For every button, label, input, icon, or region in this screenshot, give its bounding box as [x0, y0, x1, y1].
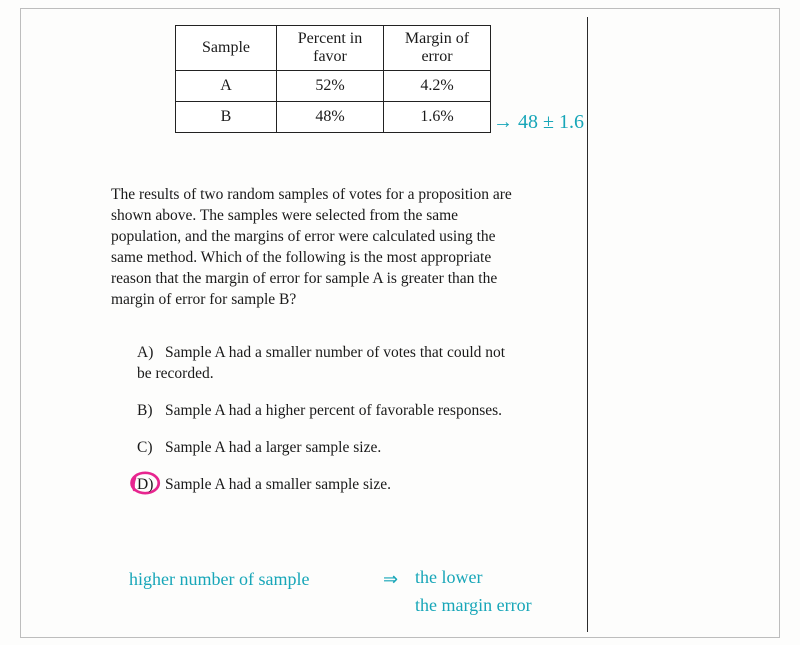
table-row: A 52% 4.2% [176, 71, 491, 102]
annotation-bottom-right-1: the lower [415, 567, 482, 588]
data-table: Sample Percent in favor Margin of error … [175, 25, 491, 133]
cell-margin: 4.2% [384, 71, 491, 102]
annotation-right: → 48 ± 1.6 [493, 111, 584, 134]
option-a: A)Sample A had a smaller number of votes… [137, 343, 507, 385]
option-text: Sample A had a smaller number of votes t… [137, 344, 505, 382]
option-text: Sample A had a larger sample size. [165, 439, 381, 456]
annotation-bottom-left: higher number of sample [129, 569, 309, 590]
col-header-margin: Margin of error [384, 26, 491, 71]
option-letter: D) [137, 475, 165, 496]
option-text: Sample A had a higher percent of favorab… [165, 402, 502, 419]
option-letter: B) [137, 401, 165, 422]
option-c: C)Sample A had a larger sample size. [137, 438, 507, 459]
options-block: A)Sample A had a smaller number of votes… [137, 343, 507, 512]
option-letter: A) [137, 343, 165, 364]
cell-sample: B [176, 102, 277, 133]
annotation-arrow: ⇒ [383, 569, 398, 590]
cell-percent: 52% [277, 71, 384, 102]
col-header-percent: Percent in favor [277, 26, 384, 71]
question-text: The results of two random samples of vot… [111, 185, 521, 311]
option-letter: C) [137, 438, 165, 459]
page-frame: Sample Percent in favor Margin of error … [20, 8, 780, 638]
option-b: B)Sample A had a higher percent of favor… [137, 401, 507, 422]
cell-percent: 48% [277, 102, 384, 133]
option-text: Sample A had a smaller sample size. [165, 476, 391, 493]
option-d: D)Sample A had a smaller sample size. [137, 475, 507, 496]
cell-margin: 1.6% [384, 102, 491, 133]
table-row: B 48% 1.6% [176, 102, 491, 133]
cell-sample: A [176, 71, 277, 102]
vertical-divider [587, 17, 588, 632]
annotation-bottom-right-2: the margin error [415, 595, 532, 616]
col-header-sample: Sample [176, 26, 277, 71]
table-header-row: Sample Percent in favor Margin of error [176, 26, 491, 71]
